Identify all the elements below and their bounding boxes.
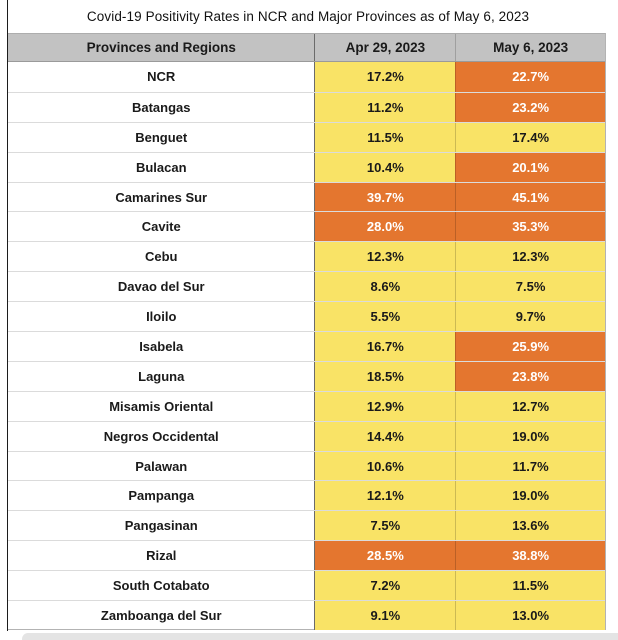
table-row: South Cotabato 7.2% 11.5% xyxy=(8,570,605,601)
bottom-edge-strip xyxy=(22,633,618,640)
province-cell: Cebu xyxy=(144,249,178,265)
table-row: Pampanga 12.1% 19.0% xyxy=(8,480,605,511)
column-header-provinces: Provinces and Regions xyxy=(86,40,236,55)
province-cell: Iloilo xyxy=(146,309,177,325)
may6-value-cell: 38.8% xyxy=(455,541,605,571)
table-row: Isabela 16.7% 25.9% xyxy=(8,331,605,361)
apr29-value-cell: 39.7% xyxy=(314,182,456,212)
apr29-value-cell: 5.5% xyxy=(314,302,456,332)
may6-value-cell: 23.2% xyxy=(455,92,605,122)
may6-value-cell: 11.5% xyxy=(455,571,605,601)
table-row: Negros Occidental 14.4% 19.0% xyxy=(8,420,605,451)
table-row: Pangasinan 7.5% 13.6% xyxy=(8,510,605,541)
apr29-value-cell: 10.4% xyxy=(314,152,456,182)
may6-value-cell: 25.9% xyxy=(455,332,605,361)
province-cell: NCR xyxy=(147,69,176,85)
apr29-value-cell: 9.1% xyxy=(314,601,456,630)
table-row: Iloilo 5.5% 9.7% xyxy=(8,301,605,332)
may6-value-cell: 35.3% xyxy=(455,212,605,242)
table-row: Batangas 11.2% 23.2% xyxy=(8,91,605,122)
apr29-value-cell: 12.9% xyxy=(314,391,456,421)
table-row: Zamboanga del Sur 9.1% 13.0% xyxy=(8,600,605,630)
may6-value-cell: 20.1% xyxy=(455,152,605,182)
apr29-value-cell: 17.2% xyxy=(314,62,456,92)
may6-value-cell: 45.1% xyxy=(455,182,605,212)
province-cell: Negros Occidental xyxy=(103,428,219,444)
province-cell: Isabela xyxy=(139,338,184,354)
table-header-row: Provinces and Regions Apr 29, 2023 May 6… xyxy=(8,33,605,62)
province-cell: Cavite xyxy=(141,219,181,235)
may6-value-cell: 19.0% xyxy=(455,421,605,451)
may6-value-cell: 13.6% xyxy=(455,511,605,541)
may6-value-cell: 13.0% xyxy=(455,601,605,630)
column-header-apr29: Apr 29, 2023 xyxy=(314,34,455,61)
positivity-table: Provinces and Regions Apr 29, 2023 May 6… xyxy=(8,33,606,630)
province-cell: Bulacan xyxy=(135,159,187,175)
may6-value-cell: 23.8% xyxy=(455,361,605,391)
apr29-value-cell: 8.6% xyxy=(314,272,456,302)
apr29-value-cell: 7.2% xyxy=(314,571,456,601)
province-cell: Rizal xyxy=(146,548,177,564)
province-cell: Davao del Sur xyxy=(117,279,205,295)
table-row: Benguet 11.5% 17.4% xyxy=(8,121,605,152)
province-cell: South Cotabato xyxy=(112,578,210,594)
table-row: Misamis Oriental 12.9% 12.7% xyxy=(8,390,605,421)
may6-value-cell: 17.4% xyxy=(455,122,605,152)
may6-value-cell: 12.3% xyxy=(455,242,605,272)
province-cell: Camarines Sur xyxy=(115,189,208,205)
apr29-value-cell: 14.4% xyxy=(314,421,456,451)
table-row: NCR 17.2% 22.7% xyxy=(8,62,605,92)
column-header-may6: May 6, 2023 xyxy=(455,34,605,61)
may6-value-cell: 19.0% xyxy=(455,481,605,511)
table-row: Bulacan 10.4% 20.1% xyxy=(8,151,605,182)
province-cell: Benguet xyxy=(135,129,188,145)
table-body: NCR 17.2% 22.7% Batangas 11.2% 23.2% Ben… xyxy=(8,62,605,630)
province-cell: Zamboanga del Sur xyxy=(100,607,222,623)
may6-value-cell: 9.7% xyxy=(455,302,605,332)
apr29-value-cell: 12.3% xyxy=(314,242,456,272)
table-row: Rizal 28.5% 38.8% xyxy=(8,540,605,571)
table-row: Palawan 10.6% 11.7% xyxy=(8,450,605,481)
province-cell: Pampanga xyxy=(128,488,195,504)
table-row: Davao del Sur 8.6% 7.5% xyxy=(8,271,605,302)
apr29-value-cell: 28.0% xyxy=(314,212,456,242)
apr29-value-cell: 11.5% xyxy=(314,122,456,152)
may6-value-cell: 12.7% xyxy=(455,391,605,421)
apr29-value-cell: 11.2% xyxy=(314,92,456,122)
apr29-value-cell: 28.5% xyxy=(314,541,456,571)
province-cell: Palawan xyxy=(135,458,188,474)
table-left-border xyxy=(7,0,8,631)
table-row: Camarines Sur 39.7% 45.1% xyxy=(8,181,605,212)
apr29-value-cell: 7.5% xyxy=(314,511,456,541)
may6-value-cell: 7.5% xyxy=(455,272,605,302)
table-row: Laguna 18.5% 23.8% xyxy=(8,360,605,391)
province-cell: Misamis Oriental xyxy=(109,398,214,414)
may6-value-cell: 11.7% xyxy=(455,451,605,481)
province-cell: Laguna xyxy=(138,368,185,384)
province-cell: Pangasinan xyxy=(124,518,198,534)
apr29-value-cell: 10.6% xyxy=(314,451,456,481)
may6-value-cell: 22.7% xyxy=(455,62,605,92)
table-row: Cavite 28.0% 35.3% xyxy=(8,211,605,242)
apr29-value-cell: 12.1% xyxy=(314,481,456,511)
table-row: Cebu 12.3% 12.3% xyxy=(8,241,605,272)
province-cell: Batangas xyxy=(131,99,191,115)
apr29-value-cell: 16.7% xyxy=(314,332,456,361)
apr29-value-cell: 18.5% xyxy=(314,361,456,391)
page-title: Covid-19 Positivity Rates in NCR and Maj… xyxy=(86,9,530,24)
